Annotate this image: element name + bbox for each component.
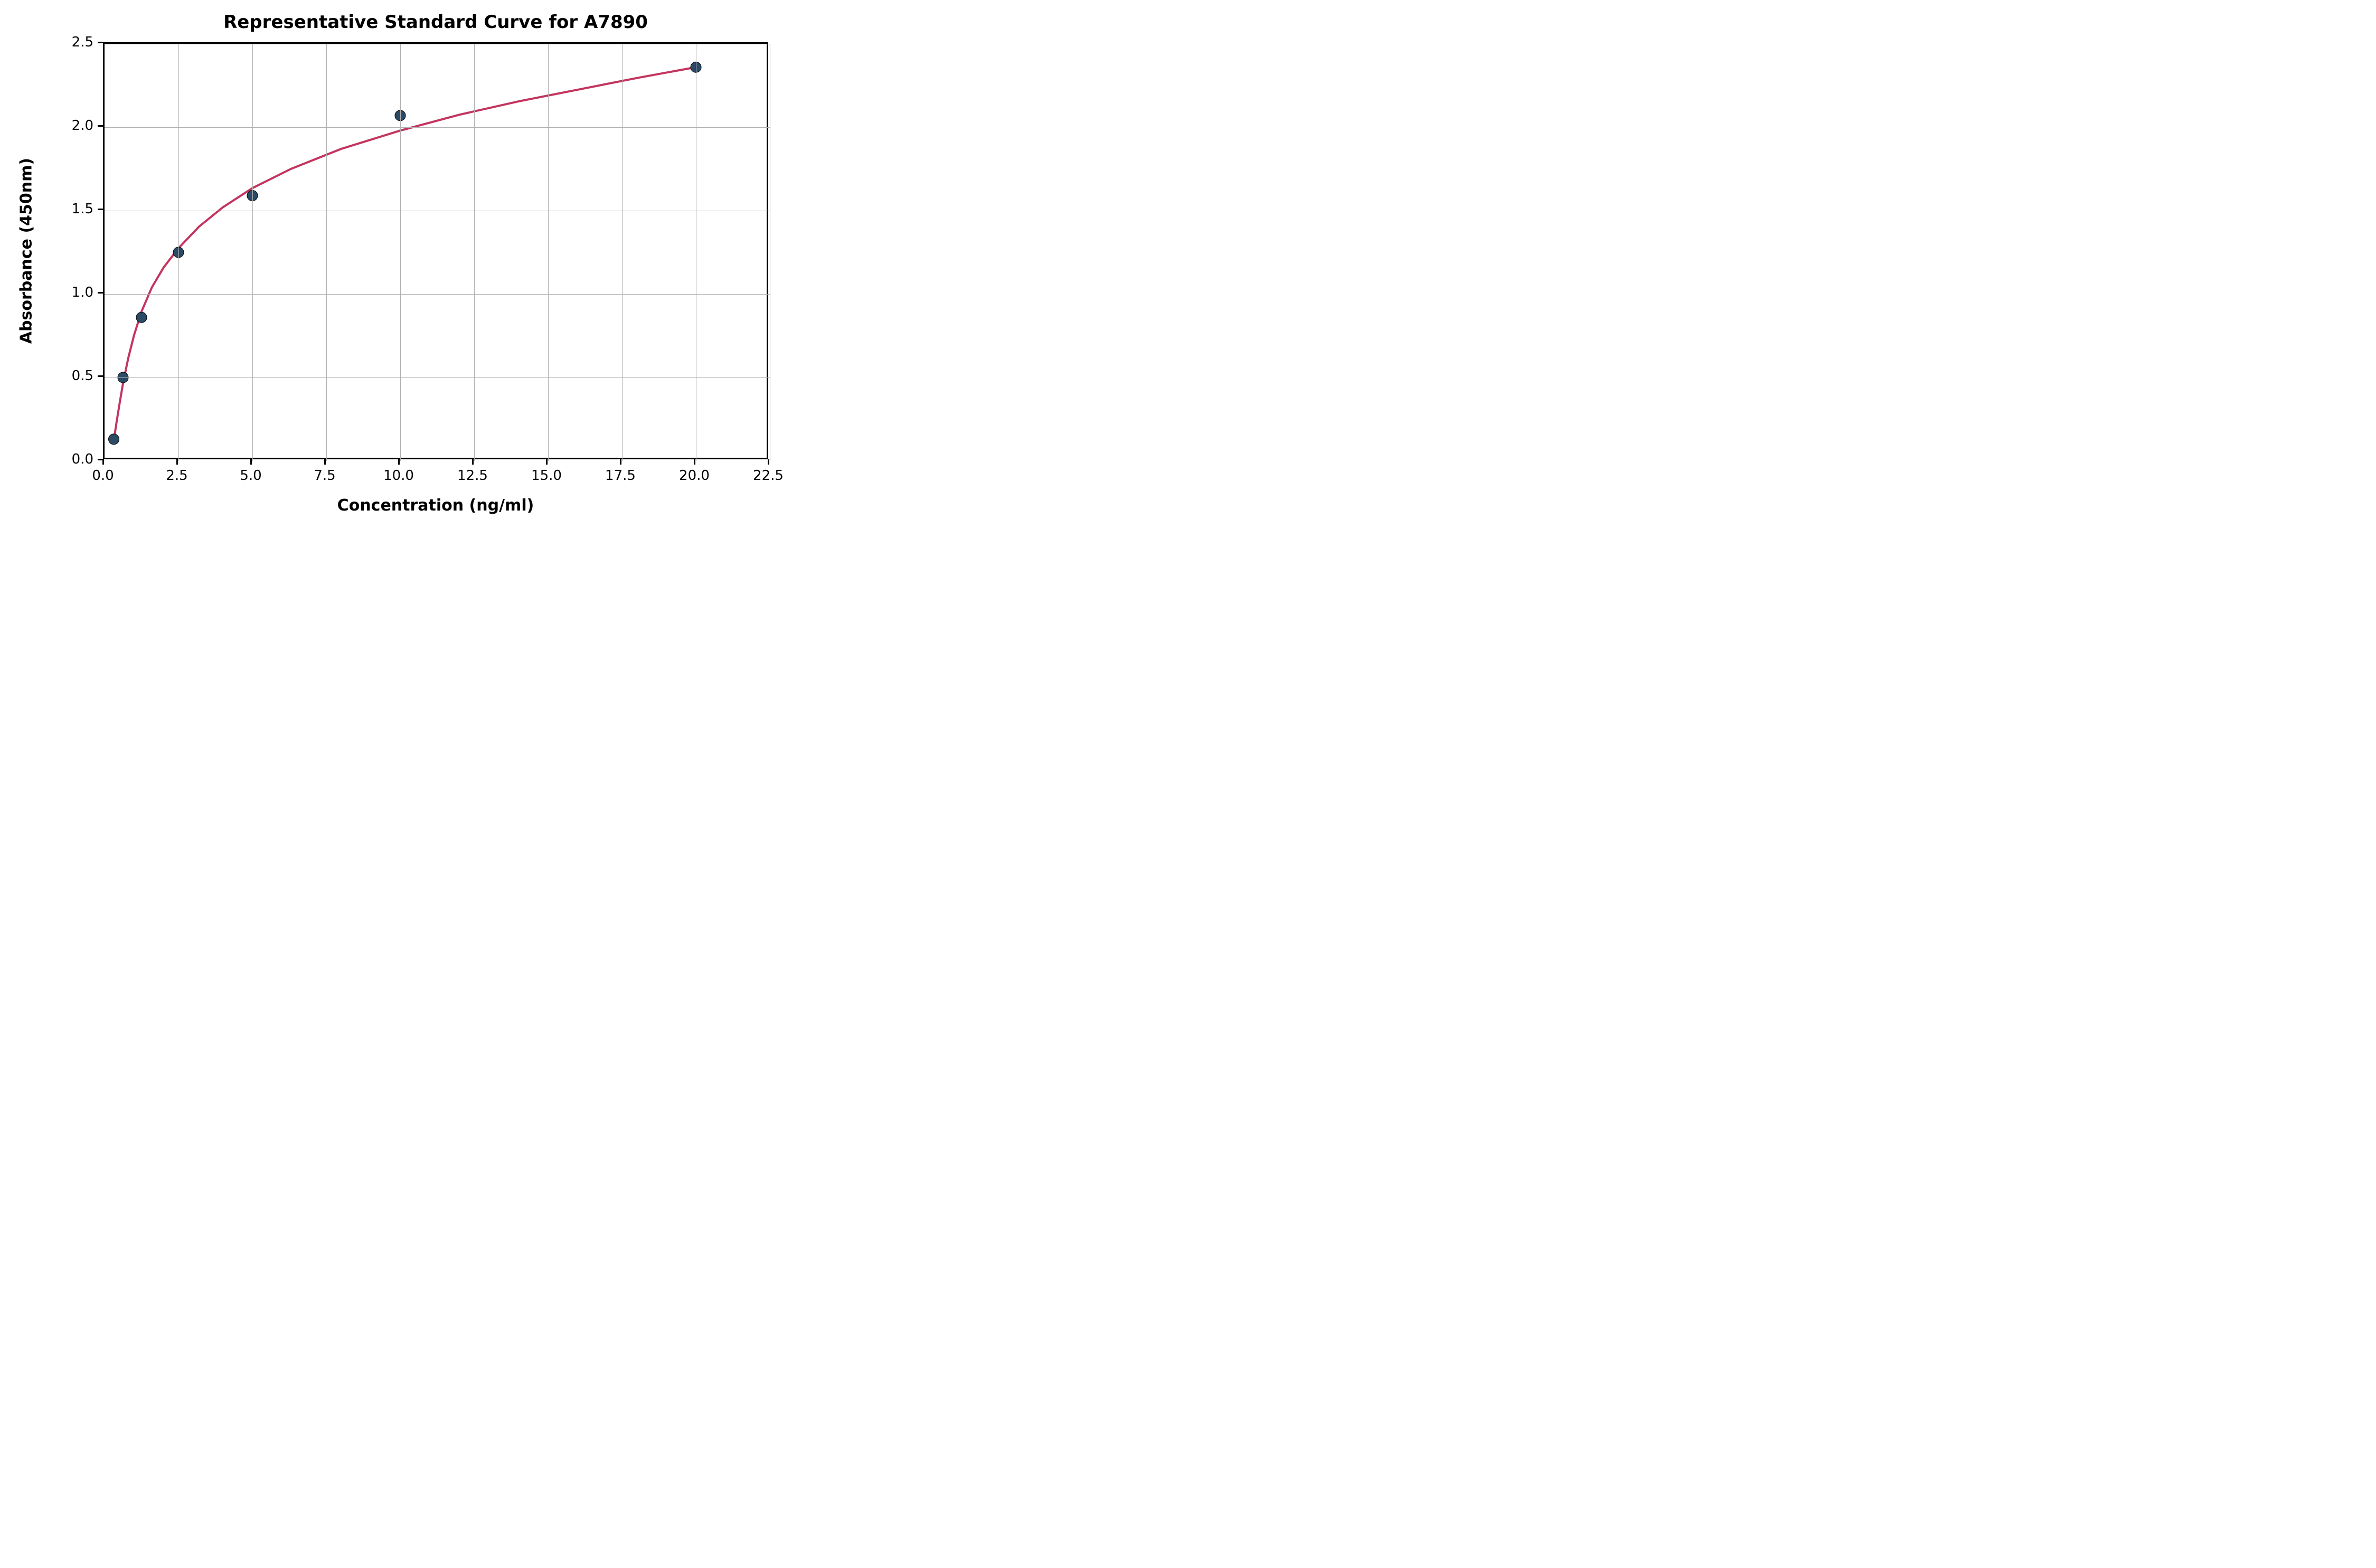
- chart-svg-layer: [105, 44, 770, 461]
- x-tick-label: 10.0: [383, 468, 414, 484]
- data-point: [109, 434, 119, 445]
- plot-area: [103, 42, 768, 459]
- grid-line-horizontal: [105, 377, 770, 378]
- x-tick-mark: [472, 459, 474, 465]
- y-tick-mark: [98, 125, 103, 127]
- x-axis-label: Concentration (ng/ml): [337, 496, 534, 515]
- x-tick-mark: [176, 459, 178, 465]
- y-tick-label: 2.0: [72, 118, 93, 134]
- grid-line-horizontal: [105, 294, 770, 295]
- y-tick-label: 1.5: [72, 201, 93, 217]
- y-tick-mark: [98, 292, 103, 294]
- x-tick-label: 5.0: [240, 468, 261, 484]
- grid-line-horizontal: [105, 127, 770, 128]
- grid-line-vertical: [622, 44, 623, 461]
- y-tick-mark: [98, 42, 103, 43]
- grid-line-vertical: [400, 44, 401, 461]
- x-tick-label: 7.5: [314, 468, 335, 484]
- data-point: [136, 312, 147, 323]
- x-tick-mark: [620, 459, 621, 465]
- fit-curve: [114, 67, 696, 441]
- x-tick-mark: [694, 459, 695, 465]
- grid-line-vertical: [252, 44, 253, 461]
- x-tick-mark: [324, 459, 326, 465]
- x-tick-mark: [768, 459, 769, 465]
- x-tick-mark: [102, 459, 104, 465]
- y-tick-mark: [98, 209, 103, 210]
- y-tick-mark: [98, 459, 103, 460]
- x-tick-label: 22.5: [753, 468, 784, 484]
- x-tick-mark: [398, 459, 400, 465]
- chart-title: Representative Standard Curve for A7890: [223, 12, 648, 33]
- grid-line-vertical: [178, 44, 179, 461]
- x-tick-label: 12.5: [457, 468, 488, 484]
- y-axis-label: Absorbance (450nm): [17, 158, 36, 344]
- x-tick-label: 0.0: [92, 468, 114, 484]
- y-tick-label: 1.0: [72, 285, 93, 300]
- grid-line-vertical: [548, 44, 549, 461]
- y-tick-mark: [98, 375, 103, 377]
- y-tick-label: 2.5: [72, 34, 93, 50]
- grid-line-vertical: [474, 44, 475, 461]
- x-tick-label: 17.5: [605, 468, 636, 484]
- x-tick-mark: [250, 459, 252, 465]
- x-tick-label: 15.0: [531, 468, 562, 484]
- chart-figure: Representative Standard Curve for A7890 …: [0, 0, 792, 523]
- y-tick-label: 0.0: [72, 451, 93, 467]
- x-tick-label: 2.5: [166, 468, 187, 484]
- grid-line-vertical: [326, 44, 327, 461]
- x-tick-label: 20.0: [679, 468, 710, 484]
- y-tick-label: 0.5: [72, 368, 93, 384]
- x-tick-mark: [546, 459, 548, 465]
